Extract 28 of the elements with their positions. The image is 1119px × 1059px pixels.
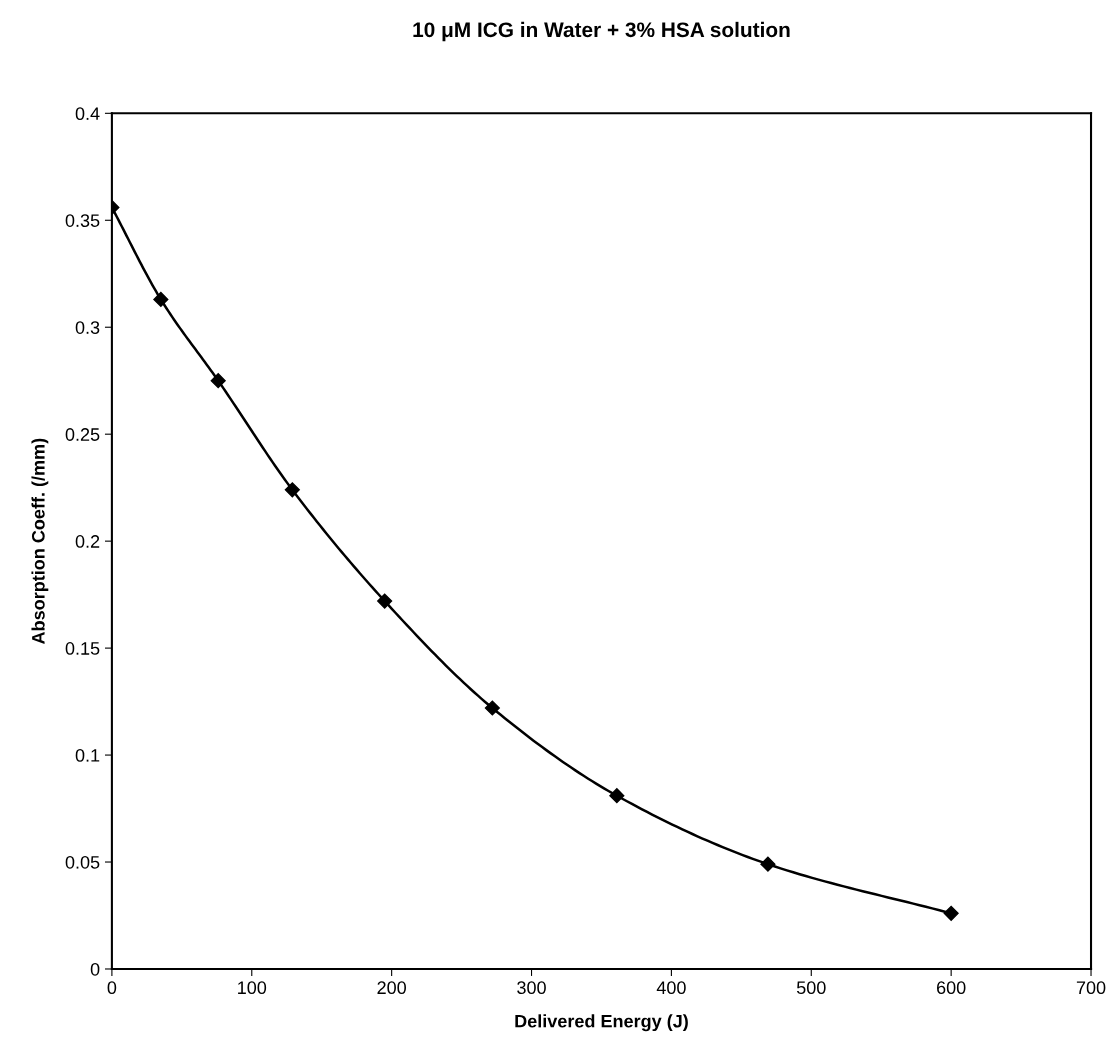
point [377, 593, 393, 609]
y-tick-label: 0.35 [65, 214, 100, 227]
x-tick-label: 500 [796, 981, 826, 995]
y-tick-label: 0.25 [65, 428, 100, 441]
point [760, 856, 776, 872]
point [210, 373, 226, 389]
point [153, 291, 169, 307]
x-tick-label: 600 [937, 981, 966, 995]
y-tick-label: 0.3 [75, 321, 100, 334]
x-axis-title: Delivered Energy (J) [515, 1014, 688, 1032]
y-tick-label: 0 [90, 962, 100, 976]
point [943, 905, 959, 921]
y-tick-label: 0.1 [75, 749, 100, 762]
y-tick-label: 0.15 [65, 642, 100, 655]
x-tick-label: 200 [377, 981, 407, 995]
chart-title: 10 μM ICG in Water + 3% HSA solution [413, 21, 790, 42]
y-axis-title: Absorption Coeff. (/mm) [31, 438, 49, 644]
x-tick-label: 100 [238, 981, 267, 995]
point [609, 788, 625, 804]
y-tick-label: 0.2 [75, 535, 100, 548]
point [284, 482, 300, 498]
x-tick-label: 0 [107, 981, 117, 995]
point [484, 700, 500, 716]
x-tick-label: 300 [517, 981, 546, 995]
y-tick-label: 0.05 [65, 855, 100, 869]
y-tick-label: 0.4 [75, 107, 100, 121]
x-tick-label: 700 [1076, 981, 1106, 995]
x-tick-label: 400 [656, 981, 686, 995]
